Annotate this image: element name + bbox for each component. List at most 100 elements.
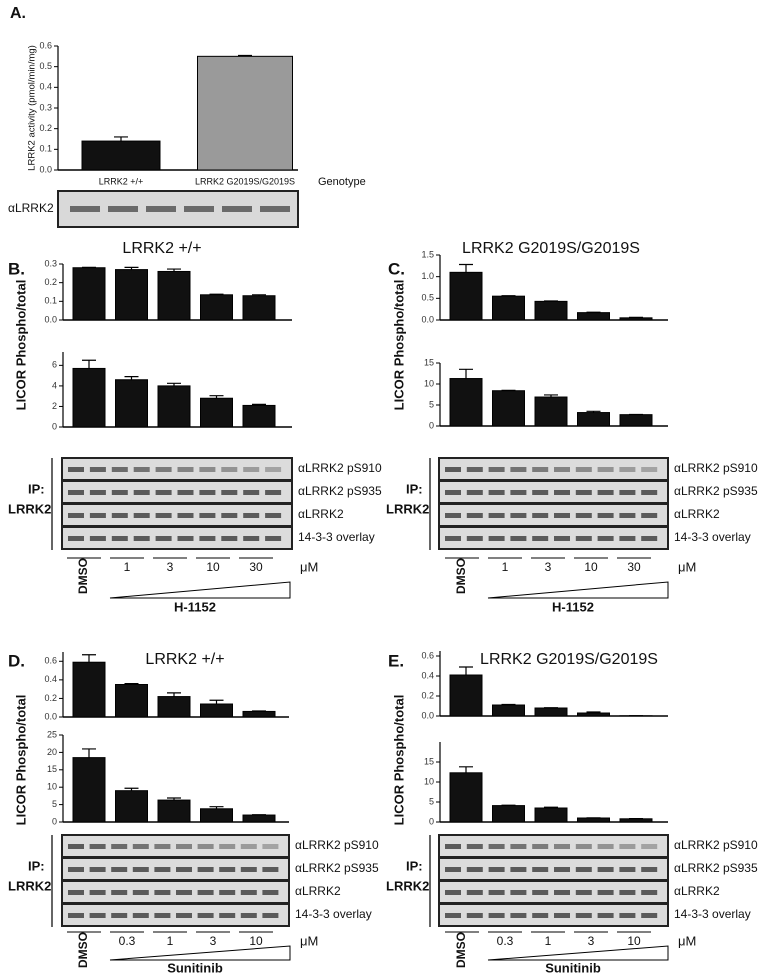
blot-label: αLRRK2 pS935 <box>295 861 379 875</box>
blot-band <box>641 867 658 872</box>
dose-triangle <box>109 581 291 599</box>
blot-band <box>532 890 549 895</box>
blot-band <box>262 890 279 895</box>
y-axis-label: LICOR Phospho/total <box>391 280 406 411</box>
blot-band <box>132 890 149 895</box>
blot-band <box>466 867 483 872</box>
bar <box>200 397 233 428</box>
dose-label: 10 <box>206 560 220 574</box>
blot-band <box>488 867 505 872</box>
blot-band <box>176 890 192 895</box>
ip-label: IP: <box>28 481 45 496</box>
blot-band <box>199 467 216 472</box>
blot <box>438 903 669 927</box>
dose-label: DMSO <box>454 932 468 968</box>
blot-band <box>532 867 549 872</box>
blot-band <box>466 467 483 472</box>
y-tick-label: 0.2 <box>44 277 57 287</box>
blot-band <box>68 513 84 518</box>
error-bar <box>459 368 473 379</box>
y-tick-label: 6 <box>52 360 57 370</box>
y-tick-label: 0.0 <box>44 711 57 721</box>
blot-band <box>262 844 279 849</box>
y-tick-label: 4 <box>52 380 57 390</box>
error-bar <box>586 711 601 713</box>
blot-band <box>532 467 549 472</box>
dose-label: 3 <box>545 560 552 574</box>
ip-label: LRRK2 <box>8 501 51 516</box>
blot-label: 14-3-3 overlay <box>295 907 372 921</box>
blot-band <box>554 890 570 895</box>
blot-band <box>68 890 84 895</box>
blot-band <box>219 913 236 918</box>
blot-band <box>641 513 658 518</box>
error-bar <box>167 268 181 272</box>
y-tick-label: 1.0 <box>421 271 434 281</box>
blot-label: αLRRK2 pS910 <box>298 461 382 475</box>
blot-band <box>445 844 461 849</box>
blot-band <box>466 513 483 518</box>
blot-band <box>68 867 84 872</box>
blot-band <box>597 536 614 541</box>
blot-band <box>641 467 658 472</box>
error-bar <box>114 136 128 142</box>
blot-label: αLRRK2 pS910 <box>674 461 758 475</box>
panel-title: LRRK2 +/+ <box>122 240 201 257</box>
panel-label: B. <box>8 259 25 278</box>
blot-band <box>619 513 636 518</box>
dose-label: 1 <box>502 560 509 574</box>
blot-band <box>641 536 658 541</box>
blot-band <box>199 490 216 495</box>
blot <box>61 526 293 550</box>
blot-band <box>445 536 461 541</box>
blot-label: αLRRK2 <box>8 201 54 215</box>
blot-band <box>510 844 527 849</box>
y-tick-label: 0 <box>52 421 57 431</box>
dose-triangle <box>487 945 669 961</box>
blot-band <box>146 206 176 212</box>
blot-band <box>466 890 483 895</box>
blot-band <box>265 467 282 472</box>
blot-band <box>575 844 592 849</box>
blot-band <box>510 867 527 872</box>
blot-band <box>155 467 172 472</box>
y-tick-label: 0.2 <box>421 690 434 700</box>
blot-label: 14-3-3 overlay <box>674 907 751 921</box>
blot-band <box>597 844 614 849</box>
error-bar <box>209 699 224 704</box>
blot-band <box>221 467 238 472</box>
error-bar <box>459 263 473 273</box>
y-axis-label: LICOR Phospho/total <box>13 695 28 826</box>
y-tick-label: 15 <box>424 357 434 367</box>
blot-band <box>619 913 636 918</box>
error-bar <box>252 403 266 406</box>
blot-label: αLRRK2 <box>674 884 720 898</box>
blot <box>61 903 290 927</box>
blot-band <box>466 844 483 849</box>
blot-band <box>89 867 106 872</box>
drug-label: Sunitinib <box>167 960 223 975</box>
x-tick-label: LRRK2 G2019S/G2019S <box>195 176 295 186</box>
error-bar <box>586 410 601 413</box>
blot-band <box>445 913 461 918</box>
error-bar <box>209 293 224 295</box>
drug-label: Sunitinib <box>545 960 601 975</box>
blot-band <box>597 513 614 518</box>
ip-label: LRRK2 <box>386 878 429 893</box>
blot-band <box>575 536 592 541</box>
blot-band <box>532 913 549 918</box>
panel-title: LRRK2 G2019S/G2019S <box>462 240 640 257</box>
blot-band <box>219 890 236 895</box>
bar <box>242 404 276 428</box>
blot-band <box>488 844 505 849</box>
y-tick-label: 1.5 <box>421 249 434 259</box>
y-tick-label: 10 <box>47 782 57 792</box>
blot-band <box>597 890 614 895</box>
dose-triangle <box>487 581 669 599</box>
error-bar <box>82 654 96 663</box>
panel-label: D. <box>8 651 25 670</box>
blot-band <box>111 844 128 849</box>
blot-band <box>532 844 549 849</box>
blot-band <box>466 913 483 918</box>
